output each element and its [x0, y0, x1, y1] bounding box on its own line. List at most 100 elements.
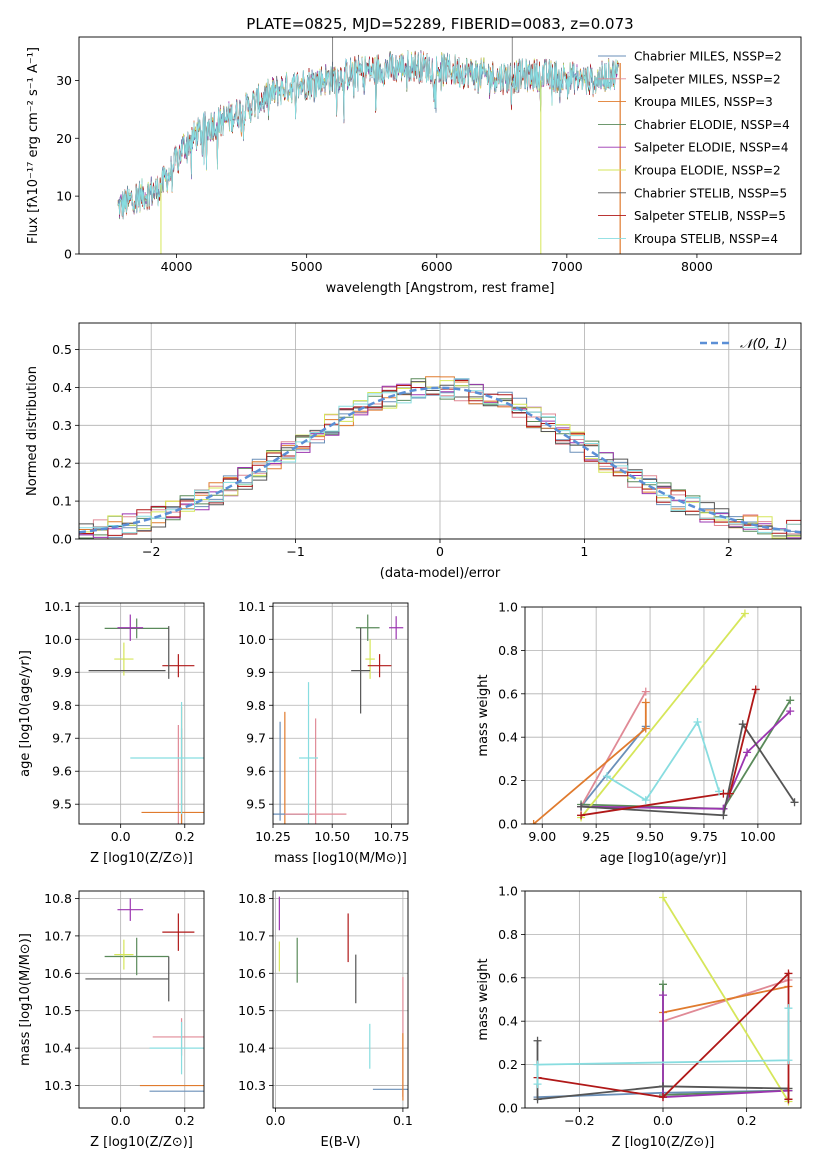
y-tick-label: 10.6	[44, 966, 72, 981]
legend-label: Chabrier STELIB, NSSP=5	[634, 186, 787, 200]
series-line	[581, 710, 791, 810]
data-marker	[659, 991, 667, 1000]
x-tick-label: 10.75	[374, 829, 410, 844]
y-tick-label: 1.0	[498, 884, 518, 899]
x-tick-label: 7000	[551, 259, 583, 274]
data-marker	[790, 798, 799, 807]
data-marker	[641, 687, 650, 696]
y-tick-label: 0.4	[498, 1014, 518, 1029]
gaussian-curve	[79, 386, 801, 534]
y-tick-label: 0.6	[498, 686, 518, 701]
errorbar-point	[162, 913, 195, 951]
data-marker	[577, 802, 586, 811]
axes-frame	[272, 890, 409, 1109]
series-line	[662, 995, 789, 1099]
y-tick-label: 0.2	[52, 456, 72, 471]
errorbar-point	[389, 616, 404, 640]
panel-residuals: −2 −1 0 1 2 0.0 0.1 0.2 0.3 0.4 0.5 (data-model)/er…	[25, 322, 802, 581]
y-tick-label: 20	[56, 131, 72, 146]
histogram-kroupa_stelib	[79, 378, 801, 539]
series-line	[581, 721, 796, 817]
y-tick-label: 10.7	[238, 928, 266, 943]
errorbar-point	[367, 654, 392, 678]
y-tick-label: 0.4	[52, 380, 72, 395]
y-tick-label: 10.1	[238, 599, 266, 614]
y-tick-label: 10.3	[44, 1078, 72, 1093]
axes-frame	[78, 602, 205, 825]
errorbar-point	[355, 614, 380, 641]
y-tick-label: 10.4	[238, 1041, 266, 1056]
y-tick-label: 0.2	[498, 773, 518, 788]
data-marker	[719, 811, 728, 820]
x-tick-label: 4000	[161, 259, 193, 274]
plot-area	[117, 37, 621, 254]
x-axis-label: Z [log10(Z/Z⊙)]	[90, 1135, 193, 1150]
legend-label: Chabrier ELODIE, NSSP=4	[634, 118, 790, 132]
y-axis-label: mass weight	[476, 674, 491, 756]
y-tick-label: 9.9	[246, 665, 266, 680]
y-tick-label: 10.0	[238, 632, 266, 647]
data-marker	[715, 787, 724, 796]
data-marker	[743, 748, 752, 757]
legend-label: Salpeter STELIB, NSSP=5	[634, 209, 786, 223]
y-axis-label: mass [log10(M/M⊙)]	[18, 933, 33, 1066]
data-marker	[533, 1036, 542, 1045]
y-tick-label: 10.5	[44, 1003, 72, 1018]
errorbar-point	[162, 654, 195, 678]
x-tick-label: 1	[580, 544, 588, 559]
plot-area	[273, 603, 408, 824]
data-marker	[641, 724, 650, 733]
y-tick-label: 0.6	[498, 970, 518, 985]
x-tick-label: 0.2	[737, 1113, 757, 1128]
y-tick-label: 9.7	[52, 731, 72, 746]
legend: Chabrier MILES, NSSP=2 Salpeter MILES, NS…	[598, 50, 790, 246]
data-marker	[725, 789, 734, 798]
data-marker	[641, 796, 650, 805]
x-axis-label: wavelength [Angstrom, rest frame]	[326, 281, 555, 296]
x-axis-label: Z [log10(Z/Z⊙)]	[612, 1135, 715, 1150]
x-tick-label: 10.50	[314, 829, 350, 844]
x-axis-label: Z [log10(Z/Z⊙)]	[90, 851, 193, 866]
panel-age_vs_mass: 10.25 10.50 10.75 9.5 9.6 9.7 9.8 9.9 10.0 10.1 ma…	[238, 599, 409, 866]
y-tick-label: 9.6	[246, 764, 266, 779]
y-tick-label: 0.0	[498, 1101, 518, 1116]
legend-label: Kroupa ELODIE, NSSP=2	[634, 164, 781, 178]
y-tick-label: 30	[56, 73, 72, 88]
errorbar-point	[299, 682, 318, 824]
chart-title: PLATE=0825, MJD=52289, FIBERID=0083, z=0…	[246, 15, 633, 33]
y-tick-label: 9.8	[246, 698, 266, 713]
x-axis-label: age [log10(age/yr)]	[600, 851, 727, 866]
panel-mass_vs_Z: 0.0 0.2 10.3 10.4 10.5 10.6 10.7 10.8 Z [log10(Z…	[18, 890, 205, 1150]
x-tick-label: 0.0	[111, 1113, 131, 1128]
data-marker	[784, 969, 793, 978]
panel-weight_vs_Z: −0.2 0.0 0.2 0.0 0.2 0.4 0.6 0.8 1.0 Z [log10(Z/Z…	[476, 884, 802, 1150]
y-tick-label: 0.0	[52, 532, 72, 547]
y-tick-label: 0	[64, 247, 72, 262]
plot-area	[525, 891, 801, 1108]
x-tick-label: 2	[725, 544, 733, 559]
x-tick-label: −0.2	[564, 1113, 594, 1128]
x-tick-label: 0.0	[111, 829, 131, 844]
data-marker	[659, 893, 667, 902]
x-tick-label: 6000	[421, 259, 453, 274]
legend-label: Chabrier MILES, NSSP=2	[634, 50, 782, 64]
y-axis-label: Normed distribution	[25, 366, 40, 496]
panel-weight_vs_age: 9.00 9.25 9.50 9.75 10.00 0.0 0.2 0.4 0.6 0.8 1.0 a…	[476, 600, 802, 866]
errorbar-point	[117, 898, 144, 921]
x-tick-label: 10.25	[255, 829, 291, 844]
plot-area	[525, 607, 801, 824]
x-tick-label: 9.75	[690, 829, 718, 844]
errorbar-point	[114, 939, 134, 970]
x-tick-label: 9.00	[528, 829, 556, 844]
series-line	[580, 691, 647, 808]
x-tick-label: 9.50	[636, 829, 664, 844]
y-tick-label: 10.6	[238, 966, 266, 981]
x-tick-label: 9.25	[582, 829, 610, 844]
x-tick-label: −1	[286, 544, 304, 559]
data-marker	[602, 772, 611, 781]
y-tick-label: 10.7	[44, 928, 72, 943]
series-line	[580, 725, 647, 808]
errorbar-point	[130, 701, 204, 815]
errorbar-point	[117, 614, 144, 641]
